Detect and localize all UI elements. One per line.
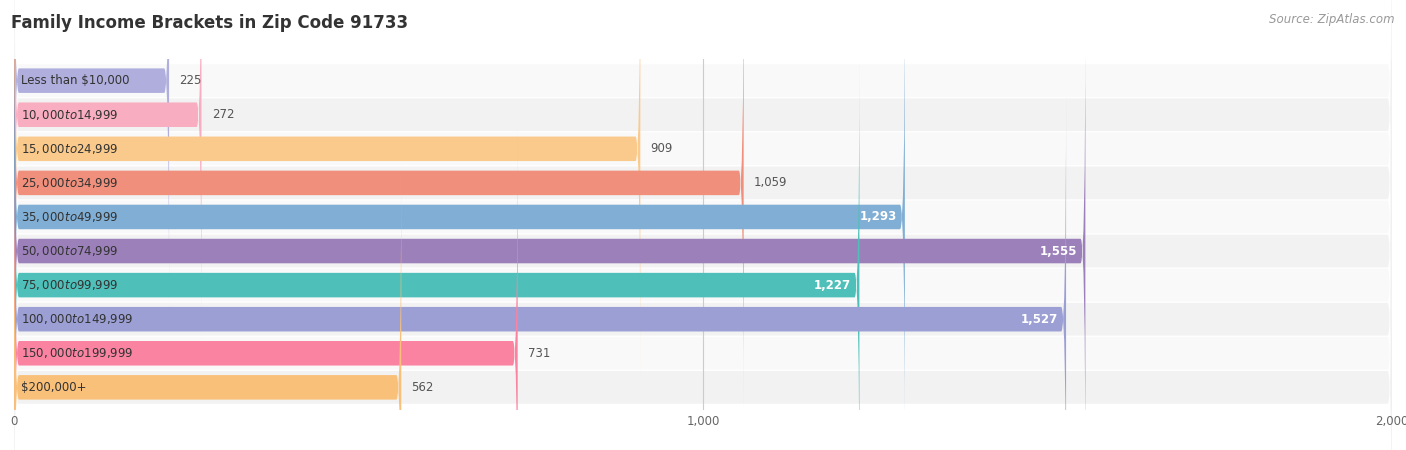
FancyBboxPatch shape: [14, 127, 517, 450]
FancyBboxPatch shape: [14, 0, 201, 341]
FancyBboxPatch shape: [14, 165, 1392, 450]
FancyBboxPatch shape: [14, 0, 1392, 269]
FancyBboxPatch shape: [14, 161, 401, 450]
FancyBboxPatch shape: [14, 0, 169, 307]
Text: 1,527: 1,527: [1021, 313, 1057, 326]
FancyBboxPatch shape: [14, 0, 1392, 337]
Text: $50,000 to $74,999: $50,000 to $74,999: [21, 244, 118, 258]
Text: 1,059: 1,059: [754, 176, 787, 189]
Text: 909: 909: [651, 142, 673, 155]
Text: 1,227: 1,227: [814, 279, 851, 292]
Text: $150,000 to $199,999: $150,000 to $199,999: [21, 346, 134, 360]
FancyBboxPatch shape: [14, 59, 859, 450]
FancyBboxPatch shape: [14, 0, 1392, 371]
Text: $25,000 to $34,999: $25,000 to $34,999: [21, 176, 118, 190]
Text: $15,000 to $24,999: $15,000 to $24,999: [21, 142, 118, 156]
FancyBboxPatch shape: [14, 0, 1392, 303]
FancyBboxPatch shape: [14, 0, 905, 443]
Text: 272: 272: [212, 108, 235, 121]
Text: $35,000 to $49,999: $35,000 to $49,999: [21, 210, 118, 224]
FancyBboxPatch shape: [14, 25, 1085, 450]
Text: 1,555: 1,555: [1039, 244, 1077, 257]
Text: $75,000 to $99,999: $75,000 to $99,999: [21, 278, 118, 292]
Text: Source: ZipAtlas.com: Source: ZipAtlas.com: [1270, 14, 1395, 27]
Text: 1,293: 1,293: [859, 211, 897, 224]
FancyBboxPatch shape: [14, 93, 1066, 450]
Text: $200,000+: $200,000+: [21, 381, 86, 394]
Text: Family Income Brackets in Zip Code 91733: Family Income Brackets in Zip Code 91733: [11, 14, 408, 32]
Text: 225: 225: [180, 74, 202, 87]
Text: $10,000 to $14,999: $10,000 to $14,999: [21, 108, 118, 122]
FancyBboxPatch shape: [14, 63, 1392, 439]
Text: 731: 731: [529, 347, 550, 360]
FancyBboxPatch shape: [14, 29, 1392, 405]
Text: Less than $10,000: Less than $10,000: [21, 74, 129, 87]
FancyBboxPatch shape: [14, 97, 1392, 450]
FancyBboxPatch shape: [14, 131, 1392, 450]
Text: $100,000 to $149,999: $100,000 to $149,999: [21, 312, 134, 326]
FancyBboxPatch shape: [14, 199, 1392, 450]
FancyBboxPatch shape: [14, 0, 744, 409]
FancyBboxPatch shape: [14, 0, 640, 375]
Text: 562: 562: [412, 381, 434, 394]
